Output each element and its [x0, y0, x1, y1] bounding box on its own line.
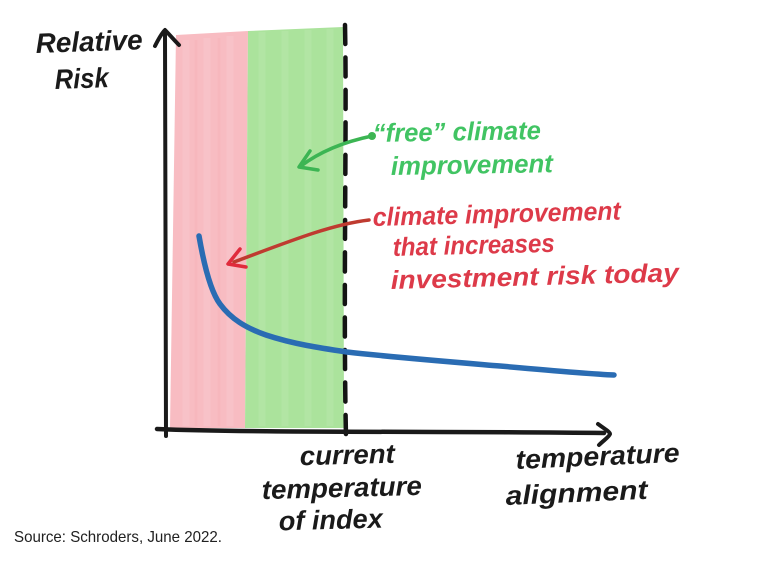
svg-text:current: current — [299, 439, 396, 472]
svg-text:Risk: Risk — [54, 62, 110, 95]
svg-text:of index: of index — [278, 504, 384, 537]
svg-text:climate improvement: climate improvement — [372, 195, 622, 232]
svg-text:Source: Schroders, June 2022.: Source: Schroders, June 2022. — [14, 529, 222, 546]
svg-text:temperature: temperature — [515, 438, 680, 475]
svg-text:“free” climate: “free” climate — [373, 115, 541, 148]
svg-text:that increases: that increases — [392, 228, 555, 262]
svg-text:alignment: alignment — [505, 475, 649, 511]
svg-text:temperature: temperature — [261, 471, 422, 505]
svg-text:Relative: Relative — [35, 24, 143, 59]
svg-text:improvement: improvement — [391, 148, 555, 181]
